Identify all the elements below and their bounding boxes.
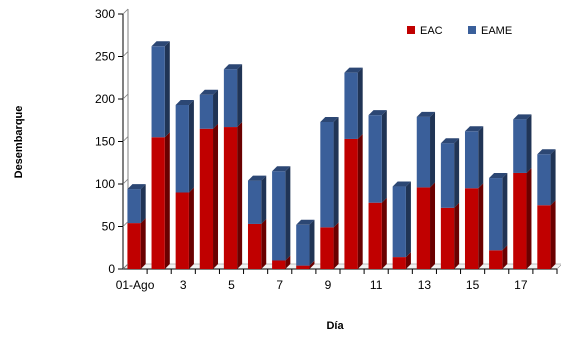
- bar-segment-eac: [368, 197, 387, 269]
- bars-group: [127, 41, 556, 269]
- x-tick-label: 5: [228, 278, 235, 292]
- bar-segment-eac: [223, 122, 243, 269]
- y-tick-label: 100: [95, 177, 115, 191]
- bar-segment-eac: [464, 183, 484, 269]
- y-tick-depth: [122, 178, 129, 185]
- y-tick-depth: [122, 8, 129, 15]
- y-axis-title: Desembarque: [13, 106, 25, 179]
- legend-label-eame: EAME: [481, 25, 512, 37]
- bar-segment-eame: [440, 138, 460, 208]
- bar-segment-eac: [151, 132, 170, 269]
- bar-segment-eac: [537, 200, 556, 269]
- bar-segment-eame: [464, 126, 484, 189]
- legend-swatch-eame: [468, 26, 476, 34]
- x-tick-label: 13: [418, 278, 432, 292]
- bar-segment-eame: [537, 149, 556, 206]
- bar-segment-eac: [127, 218, 146, 269]
- y-tick-depth: [122, 136, 129, 142]
- legend: EAC EAME: [407, 25, 512, 37]
- bar-segment-eac: [272, 255, 291, 269]
- x-tick-label: 17: [514, 278, 528, 292]
- x-tick-label: 7: [276, 278, 283, 292]
- y-tick-depth: [122, 51, 129, 57]
- x-axis-title: Día: [326, 320, 344, 332]
- bar-segment-eame: [344, 67, 363, 139]
- bar-segment-eame: [489, 173, 508, 251]
- bar-segment-eac: [296, 260, 315, 269]
- bar-segment-eame: [392, 181, 411, 258]
- x-axis-ticks: 01-Ago 3 5 7 9 11 13 15 17: [116, 269, 558, 292]
- y-tick-depth: [122, 221, 129, 227]
- bar-segment-eac: [344, 133, 363, 269]
- y-tick-label: 50: [102, 220, 116, 234]
- bar-segment-eame: [272, 166, 291, 261]
- y-tick-depth: [122, 93, 129, 100]
- bar-segment-eame: [127, 184, 146, 224]
- y-tick-depth: [122, 263, 129, 270]
- bar-segment-eac: [247, 218, 267, 269]
- bar-segment-eame: [296, 219, 315, 266]
- y-tick-label: 0: [108, 262, 115, 276]
- bar-segment-eame: [247, 175, 267, 224]
- y-tick-label: 300: [95, 7, 115, 21]
- bar-segment-eac: [392, 252, 411, 269]
- bar-segment-eame: [320, 116, 339, 228]
- bar-segment-eame: [513, 114, 532, 173]
- bar-segment-eame: [416, 111, 436, 188]
- bar-segment-eame: [223, 64, 243, 128]
- bar-segment-eame: [199, 89, 219, 129]
- bar-segment-eac: [416, 182, 436, 269]
- x-tick-label: 9: [325, 278, 332, 292]
- bar-segment-eac: [320, 222, 339, 269]
- bar-segment-eac: [513, 167, 532, 269]
- bar-segment-eame: [175, 99, 194, 193]
- y-tick-label: 250: [95, 50, 115, 64]
- legend-label-eac: EAC: [420, 25, 443, 37]
- x-tick-label: 01-Ago: [116, 278, 155, 292]
- y-tick-label: 200: [95, 92, 115, 106]
- bar-segment-eac: [489, 245, 508, 269]
- x-tick-label: 11: [370, 278, 383, 292]
- legend-swatch-eac: [407, 26, 415, 34]
- bar-segment-eac: [199, 123, 219, 269]
- x-tick-label: 15: [466, 278, 480, 292]
- x-tick-label: 3: [180, 278, 187, 292]
- bar-segment-eac: [175, 187, 194, 269]
- bar-segment-eac: [440, 202, 460, 269]
- y-axis-ticks: 0 50 100 150 200 250 300: [95, 7, 129, 276]
- bar-segment-eame: [368, 110, 387, 203]
- y-tick-label: 150: [95, 135, 115, 149]
- bar-segment-eame: [151, 41, 170, 138]
